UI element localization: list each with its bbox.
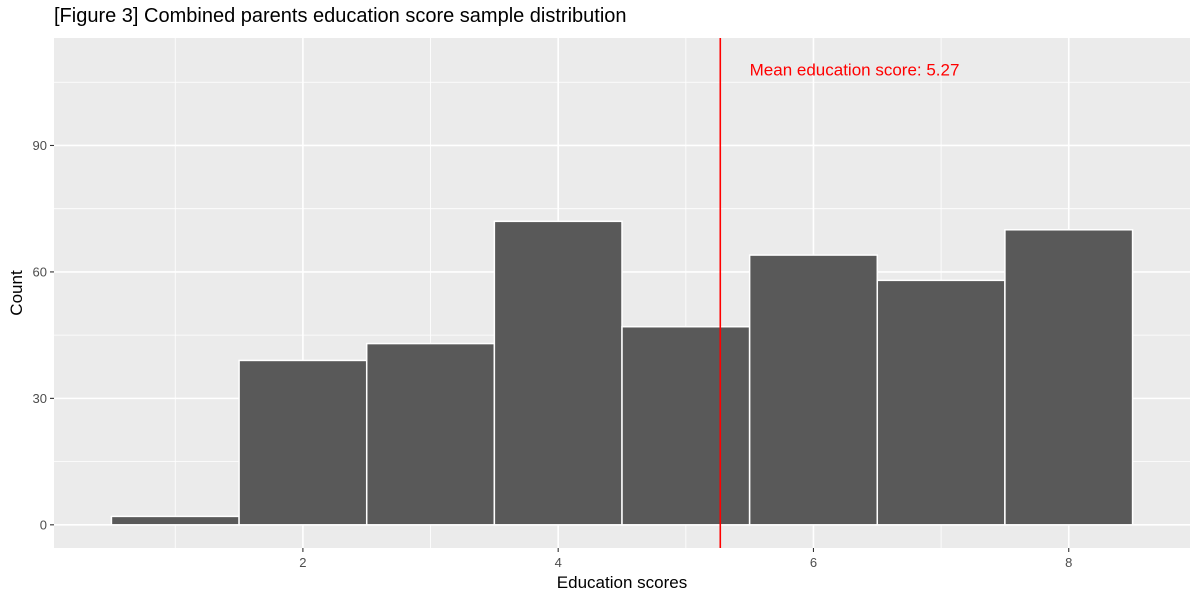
histogram-bar	[748, 254, 879, 526]
y-axis-title: Count	[7, 270, 26, 316]
y-tick-label: 0	[40, 517, 47, 532]
x-tick-label: 4	[555, 555, 562, 570]
mean-annotation: Mean education score: 5.27	[750, 61, 960, 80]
y-tick-label: 60	[33, 264, 47, 279]
histogram-bar	[1004, 229, 1134, 526]
histogram-bar	[621, 325, 751, 526]
x-tick-label: 6	[810, 555, 817, 570]
x-axis-title: Education scores	[557, 573, 687, 592]
y-tick-label: 30	[33, 391, 47, 406]
y-axis: 0 30 60 90	[33, 138, 54, 532]
x-tick-label: 2	[299, 555, 306, 570]
histogram-bar	[238, 359, 368, 526]
histogram-bar	[365, 342, 496, 526]
y-tick-label: 90	[33, 138, 47, 153]
histogram-bar	[493, 220, 623, 526]
x-tick-label: 8	[1065, 555, 1072, 570]
chart-title: [Figure 3] Combined parents education sc…	[54, 5, 627, 27]
histogram-bars	[110, 220, 1134, 526]
histogram-bar	[110, 515, 240, 526]
x-axis: 2 4 6 8	[299, 548, 1072, 570]
histogram-bar	[876, 279, 1006, 526]
